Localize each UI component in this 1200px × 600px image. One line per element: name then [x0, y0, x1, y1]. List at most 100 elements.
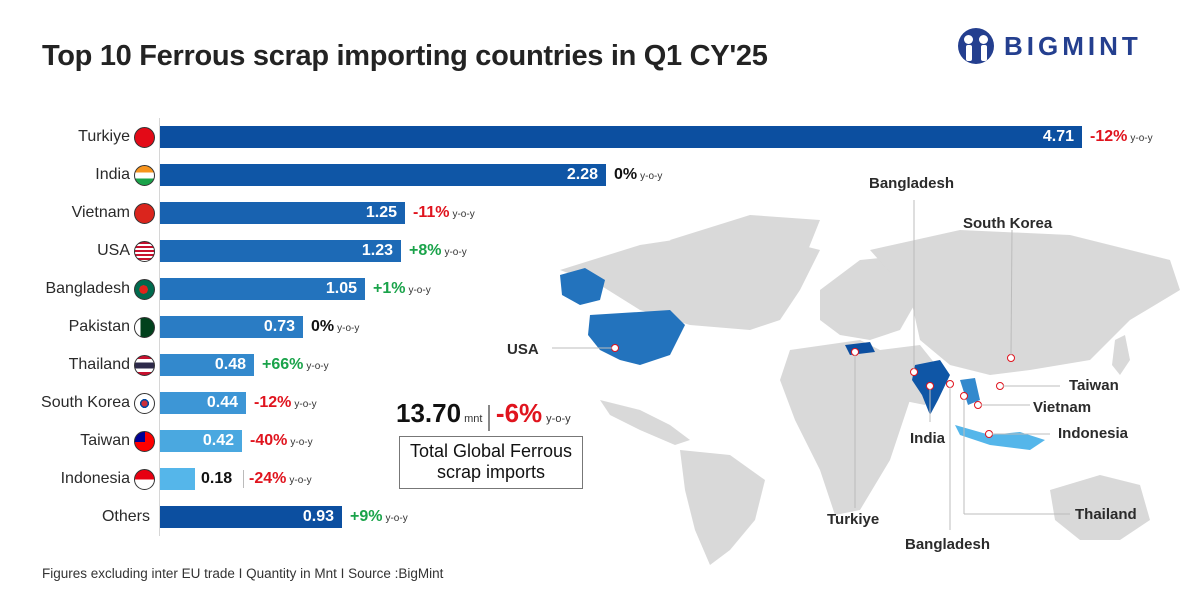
turkey-flag-icon [134, 127, 155, 148]
bangladesh-flag-icon [134, 279, 155, 300]
bar-row: Thailand 0.48 +66% y-o-y [0, 353, 1200, 377]
yoy-percent: -24% [249, 470, 287, 487]
bar: 0.48 [160, 354, 254, 376]
usa-flag-icon [134, 241, 155, 262]
yoy-percent: +1% [373, 280, 406, 297]
bar: 1.25 [160, 202, 405, 224]
country-label: Indonesia [60, 470, 130, 487]
bar-value: 0.44 [206, 394, 238, 411]
yoy-percent: +8% [409, 242, 442, 259]
footer-note: Figures excluding inter EU trade I Quant… [42, 566, 444, 581]
yoy-suffix: y-o-y [385, 513, 408, 524]
vietnam-flag-icon [134, 203, 155, 224]
bar: 1.05 [160, 278, 365, 300]
yoy-change: -40% y-o-y [250, 429, 313, 455]
bar-row: Vietnam 1.25 -11% y-o-y [0, 201, 1200, 225]
country-label: Thailand [68, 356, 130, 373]
country-label: India [95, 166, 130, 183]
bar-row: Others 0.93 +9% y-o-y [0, 505, 1200, 529]
bar-row: South Korea 0.44 -12% y-o-y [0, 391, 1200, 415]
map-label-turkiye: Turkiye [827, 511, 880, 528]
yoy-change: -11% y-o-y [413, 201, 475, 227]
bar-value: 0.73 [263, 318, 295, 335]
total-summary: 13.70 mnt -6% y-o-y [396, 398, 571, 431]
bar: 0.42 [160, 430, 242, 452]
bar: 0.93 [160, 506, 342, 528]
bar-value: 1.25 [365, 204, 397, 221]
bar [160, 468, 195, 490]
bar: 2.28 [160, 164, 606, 186]
world-map [552, 200, 1180, 565]
bar-value: 4.71 [1042, 128, 1074, 145]
map-label-india: India [910, 430, 946, 447]
country-label: Turkiye [78, 128, 130, 145]
yoy-suffix: y-o-y [1130, 133, 1153, 144]
yoy-suffix: y-o-y [294, 399, 317, 410]
taiwan-flag-icon [134, 431, 155, 452]
bar: 0.73 [160, 316, 303, 338]
country-label: Bangladesh [45, 280, 130, 297]
yoy-change: -24% y-o-y [239, 467, 312, 493]
total-caption-line2: scrap imports [436, 462, 546, 482]
yoy-suffix: y-o-y [444, 247, 467, 258]
country-label: Vietnam [71, 204, 130, 221]
bar-row: India 2.28 0% y-o-y [0, 163, 1200, 187]
bar-row: USA 1.23 +8% y-o-y [0, 239, 1200, 263]
yoy-change: +8% y-o-y [409, 239, 467, 265]
yoy-change: -12% y-o-y [1090, 125, 1153, 151]
country-label: South Korea [41, 394, 130, 411]
total-caption-box: Total Global Ferrous scrap imports [399, 436, 583, 489]
yoy-change: +66% y-o-y [262, 353, 329, 379]
map-label-bangladesh-bottom: Bangladesh [905, 536, 991, 553]
total-unit: mnt [464, 413, 483, 425]
country-label: Others [101, 508, 150, 525]
bar-value: 0.48 [214, 356, 246, 373]
bar: 0.44 [160, 392, 246, 414]
south-korea-flag-icon [134, 393, 155, 414]
bar-row: Pakistan 0.73 0% y-o-y [0, 315, 1200, 339]
yoy-percent: 0% [311, 318, 335, 335]
yoy-suffix: y-o-y [640, 171, 663, 182]
map-label-vietnam: Vietnam [1033, 399, 1092, 416]
map-label-usa: USA [507, 341, 539, 358]
yoy-percent: -12% [254, 394, 292, 411]
logo-people-icon [958, 28, 994, 64]
map-label-thailand: Thailand [1075, 506, 1137, 523]
country-label: Pakistan [68, 318, 130, 335]
map-label-indonesia: Indonesia [1058, 425, 1129, 442]
yoy-change: -12% y-o-y [254, 391, 317, 417]
bar: 4.71 [160, 126, 1082, 148]
india-flag-icon [134, 165, 155, 186]
total-yoy: -6% [495, 398, 543, 428]
y-axis-line [159, 118, 160, 536]
bar-value: 0.42 [202, 432, 234, 449]
bar-row: Bangladesh 1.05 +1% y-o-y [0, 277, 1200, 301]
yoy-change: +1% y-o-y [373, 277, 431, 303]
yoy-percent: 0% [614, 166, 638, 183]
chart-title: Top 10 Ferrous scrap importing countries… [42, 40, 768, 72]
yoy-percent: -12% [1090, 128, 1128, 145]
yoy-change: 0% y-o-y [311, 315, 359, 341]
thailand-flag-icon [134, 355, 155, 376]
logo-text: BIGMINT [1004, 30, 1142, 61]
bar-value: 1.23 [361, 242, 393, 259]
yoy-suffix: y-o-y [452, 209, 475, 220]
total-yoy-suffix: y-o-y [546, 413, 571, 425]
total-value: 13.70 [396, 398, 462, 428]
map-label-bangladesh-top: Bangladesh [869, 175, 955, 192]
yoy-percent: -40% [250, 432, 288, 449]
yoy-suffix: y-o-y [337, 323, 360, 334]
bar-row: Indonesia 0.18 -24% y-o-y [0, 467, 1200, 491]
bar-row: Taiwan 0.42 -40% y-o-y [0, 429, 1200, 453]
yoy-change: +9% y-o-y [350, 505, 408, 531]
yoy-suffix: y-o-y [289, 475, 312, 486]
yoy-suffix: y-o-y [290, 437, 313, 448]
yoy-percent: +9% [350, 508, 383, 525]
yoy-suffix: y-o-y [408, 285, 431, 296]
country-label: Taiwan [80, 432, 130, 449]
bigmint-logo: BIGMINT [958, 28, 1142, 64]
yoy-change: 0% y-o-y [614, 163, 662, 189]
map-label-taiwan: Taiwan [1069, 377, 1119, 394]
country-label: USA [97, 242, 130, 259]
yoy-percent: -11% [413, 204, 450, 221]
